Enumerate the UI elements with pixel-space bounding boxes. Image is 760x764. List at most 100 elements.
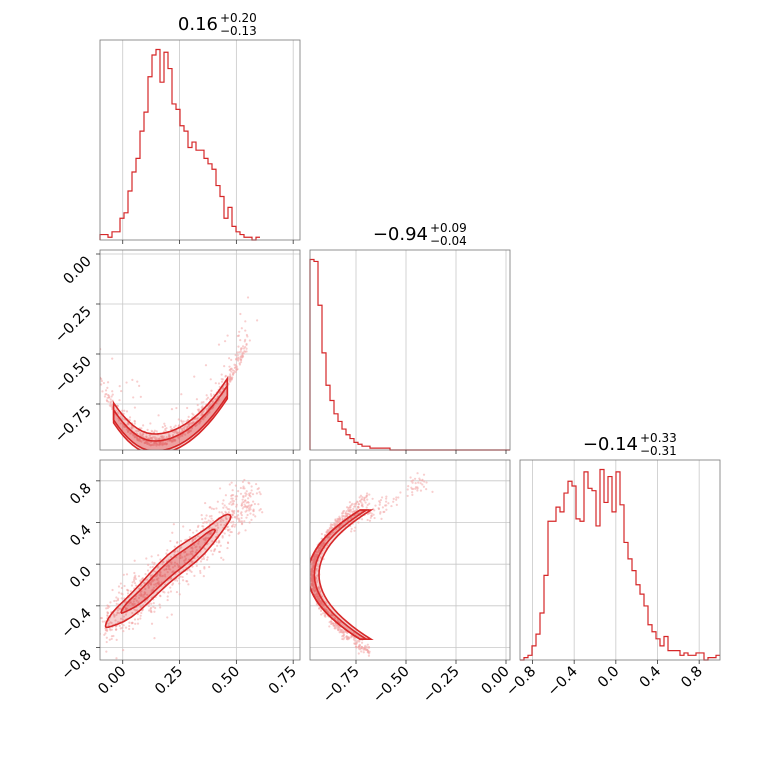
sample-point	[188, 563, 191, 566]
panel-content	[100, 478, 264, 660]
sample-point	[219, 523, 223, 526]
sample-point	[167, 567, 171, 571]
sample-point	[209, 506, 212, 509]
sample-point	[224, 517, 228, 520]
sample-point	[108, 627, 111, 631]
sample-point	[162, 590, 165, 593]
sample-point	[217, 343, 221, 346]
sample-point	[126, 592, 130, 595]
sample-point	[319, 599, 323, 603]
sample-point	[114, 619, 117, 622]
sample-point	[173, 439, 176, 442]
sample-point	[379, 498, 383, 502]
sample-point	[317, 598, 320, 601]
sample-point	[348, 501, 351, 504]
sample-point	[366, 518, 369, 522]
sample-point	[371, 497, 374, 500]
sample-point	[150, 602, 153, 605]
y-tick-label: 0.0	[67, 564, 95, 592]
sample-point	[244, 510, 247, 513]
sample-point	[171, 571, 174, 574]
sample-point	[196, 403, 199, 407]
sample-point	[229, 501, 232, 504]
sample-point	[200, 514, 203, 517]
sample-point	[199, 560, 203, 563]
sample-point	[350, 508, 353, 512]
contour-level	[104, 513, 232, 629]
sample-point	[153, 443, 156, 446]
sample-point	[162, 435, 165, 438]
sample-point	[353, 529, 356, 532]
sample-point	[188, 430, 191, 434]
sample-point	[254, 515, 257, 518]
sample-point	[182, 426, 185, 430]
title-plus: +0.33	[640, 431, 677, 445]
sample-point	[216, 544, 219, 547]
sample-point	[237, 334, 240, 337]
sample-point	[189, 429, 192, 432]
sample-point	[186, 406, 189, 410]
sample-point	[252, 500, 255, 503]
sample-point	[227, 511, 230, 514]
sample-point	[239, 339, 242, 342]
sample-point	[113, 599, 116, 603]
sample-point	[142, 595, 145, 598]
sample-point	[158, 571, 162, 574]
sample-point	[208, 515, 211, 518]
sample-point	[336, 517, 339, 520]
sample-point	[339, 524, 342, 527]
sample-point	[161, 426, 164, 429]
sample-point	[126, 604, 130, 607]
sample-point	[235, 368, 238, 371]
sample-point	[191, 412, 194, 415]
sample-point	[139, 605, 142, 608]
sample-point	[138, 439, 141, 442]
sample-point	[241, 522, 244, 525]
sample-point	[133, 571, 136, 575]
sample-point	[250, 518, 253, 521]
sample-point	[151, 430, 154, 433]
sample-point	[125, 573, 129, 576]
sample-point	[217, 526, 220, 529]
sample-point	[179, 539, 183, 543]
sample-point	[197, 540, 200, 543]
sample-point	[210, 549, 213, 552]
sample-point	[179, 547, 182, 550]
sample-point	[414, 486, 418, 489]
sample-point	[179, 556, 182, 560]
sample-point	[241, 507, 244, 510]
sample-point	[190, 570, 193, 573]
sample-point	[245, 343, 248, 346]
sample-point	[231, 513, 234, 517]
pair-panel-1-0	[94, 296, 259, 450]
sample-point	[333, 616, 336, 619]
sample-point	[164, 424, 167, 427]
sample-point	[220, 373, 223, 376]
sample-point	[220, 518, 223, 521]
sample-point	[381, 506, 384, 509]
sample-point	[206, 556, 209, 559]
sample-point	[242, 352, 245, 355]
sample-point	[321, 544, 324, 547]
sample-point	[319, 609, 323, 612]
sample-point	[239, 312, 242, 316]
sample-point	[351, 502, 354, 505]
sample-point	[135, 429, 138, 433]
histogram-step	[99, 48, 260, 241]
sample-point	[366, 503, 369, 507]
sample-point	[94, 372, 96, 374]
ticks-1-1	[355, 450, 507, 454]
sample-point	[201, 405, 204, 408]
sample-point	[241, 345, 245, 348]
sample-point	[130, 427, 133, 430]
sample-point	[365, 492, 369, 495]
sample-point	[233, 525, 236, 528]
sample-point	[208, 565, 211, 569]
sample-point	[395, 496, 398, 499]
sample-point	[208, 527, 211, 530]
y-tick-label: 0.4	[67, 522, 95, 550]
sample-point	[423, 480, 426, 483]
sample-point	[139, 432, 142, 435]
ticks-0-0	[122, 240, 294, 244]
sample-point	[220, 556, 223, 559]
